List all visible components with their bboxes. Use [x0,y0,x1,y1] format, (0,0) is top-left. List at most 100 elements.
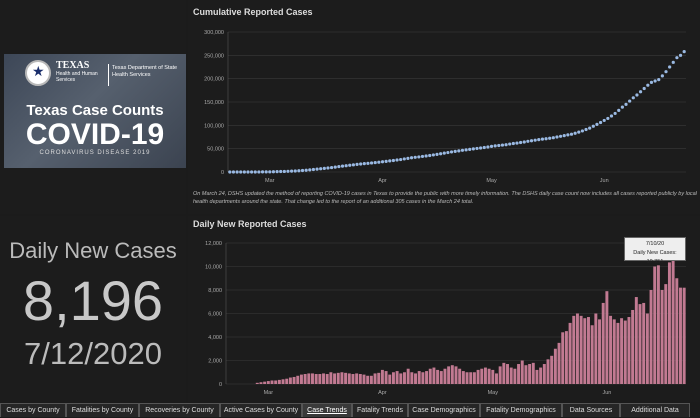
daily-bar[interactable] [564,331,568,384]
cumulative-point[interactable] [595,122,599,126]
cumulative-point[interactable] [413,155,417,159]
daily-bar[interactable] [638,304,642,384]
cumulative-point[interactable] [591,124,595,128]
cumulative-point[interactable] [351,163,356,167]
daily-bar[interactable] [344,372,348,384]
cumulative-point[interactable] [439,152,443,156]
daily-bar[interactable] [399,373,403,384]
cumulative-point[interactable] [428,153,432,158]
daily-bar[interactable] [675,278,679,384]
cumulative-point[interactable] [246,170,250,174]
daily-bar[interactable] [642,302,646,384]
daily-bar[interactable] [443,368,447,384]
daily-bar[interactable] [561,332,565,384]
daily-bar[interactable] [318,374,322,384]
cumulative-point[interactable] [613,111,617,116]
daily-bar[interactable] [509,367,513,384]
daily-bar[interactable] [403,372,406,384]
cumulative-point[interactable] [562,134,566,138]
daily-bar[interactable] [465,372,469,384]
daily-bar[interactable] [406,368,410,384]
cumulative-point[interactable] [329,165,334,170]
cumulative-point[interactable] [391,158,395,163]
cumulative-point[interactable] [497,143,501,148]
daily-bar[interactable] [682,287,686,384]
cumulative-point[interactable] [631,96,635,100]
cumulative-point[interactable] [508,142,512,146]
daily-bar[interactable] [288,377,292,384]
cumulative-point[interactable] [355,162,359,166]
daily-bar[interactable] [616,322,620,384]
daily-bar[interactable] [333,373,337,384]
daily-bar[interactable] [391,372,395,384]
cumulative-point[interactable] [598,120,603,125]
cumulative-point[interactable] [326,166,330,170]
cumulative-point[interactable] [417,155,421,159]
daily-bar[interactable] [355,373,359,384]
cumulative-point[interactable] [646,83,650,87]
daily-bar[interactable] [513,368,517,384]
cumulative-point[interactable] [522,140,526,144]
cumulative-point[interactable] [311,167,316,172]
cumulative-point[interactable] [657,78,661,82]
cumulative-point[interactable] [588,126,592,130]
cumulative-point[interactable] [395,158,399,162]
cumulative-point[interactable] [606,116,610,121]
daily-bar[interactable] [634,297,638,384]
daily-bar[interactable] [495,373,498,384]
daily-bar[interactable] [649,290,653,384]
daily-bar[interactable] [347,373,351,384]
cumulative-point[interactable] [257,170,261,174]
daily-bar[interactable] [631,309,635,384]
cumulative-point[interactable] [279,169,283,174]
cumulative-point[interactable] [620,105,624,109]
cumulative-point[interactable] [366,161,370,165]
daily-bar[interactable] [410,372,414,384]
tab-fatality-demographics[interactable]: Fatality Demographics [480,403,562,417]
daily-bar[interactable] [311,373,314,384]
daily-bar[interactable] [542,364,546,384]
cumulative-point[interactable] [250,170,254,174]
daily-bar[interactable] [458,368,462,384]
daily-bar[interactable] [480,368,484,384]
daily-bar[interactable] [491,369,495,384]
cumulative-point[interactable] [566,133,570,137]
cumulative-point[interactable] [628,99,632,103]
cumulative-point[interactable] [380,160,385,164]
daily-bar[interactable] [307,373,311,384]
daily-bar[interactable] [498,366,502,384]
daily-bar[interactable] [325,374,329,384]
daily-bar[interactable] [594,313,598,385]
daily-bar[interactable] [550,355,554,384]
cumulative-point[interactable] [682,50,686,54]
cumulative-point[interactable] [475,146,479,151]
daily-bar[interactable] [605,291,609,384]
daily-bar[interactable] [362,374,366,384]
cumulative-point[interactable] [555,135,559,139]
cumulative-point[interactable] [540,137,545,141]
cumulative-point[interactable] [315,167,319,171]
cumulative-point[interactable] [664,70,668,74]
daily-bar[interactable] [277,379,281,384]
cumulative-point[interactable] [340,164,345,168]
cumulative-point[interactable] [544,137,548,141]
daily-bar[interactable] [351,374,355,384]
daily-bar[interactable] [428,368,432,384]
cumulative-point[interactable] [464,148,468,152]
cumulative-point[interactable] [377,160,381,164]
cumulative-point[interactable] [399,157,403,162]
daily-bar[interactable] [436,369,440,384]
daily-bar[interactable] [568,322,572,384]
cumulative-point[interactable] [282,169,286,174]
daily-bar[interactable] [557,342,561,384]
tab-cases-by-county[interactable]: Cases by County [0,403,66,417]
tab-case-trends[interactable]: Case Trends [302,403,352,417]
daily-bar[interactable] [358,374,362,384]
daily-bar[interactable] [476,369,480,384]
daily-bar[interactable] [461,371,465,384]
cumulative-point[interactable] [420,154,425,159]
daily-bar[interactable] [395,371,399,384]
tab-data-sources[interactable]: Data Sources [562,403,620,417]
daily-bar[interactable] [660,290,664,384]
cumulative-point[interactable] [242,170,246,174]
